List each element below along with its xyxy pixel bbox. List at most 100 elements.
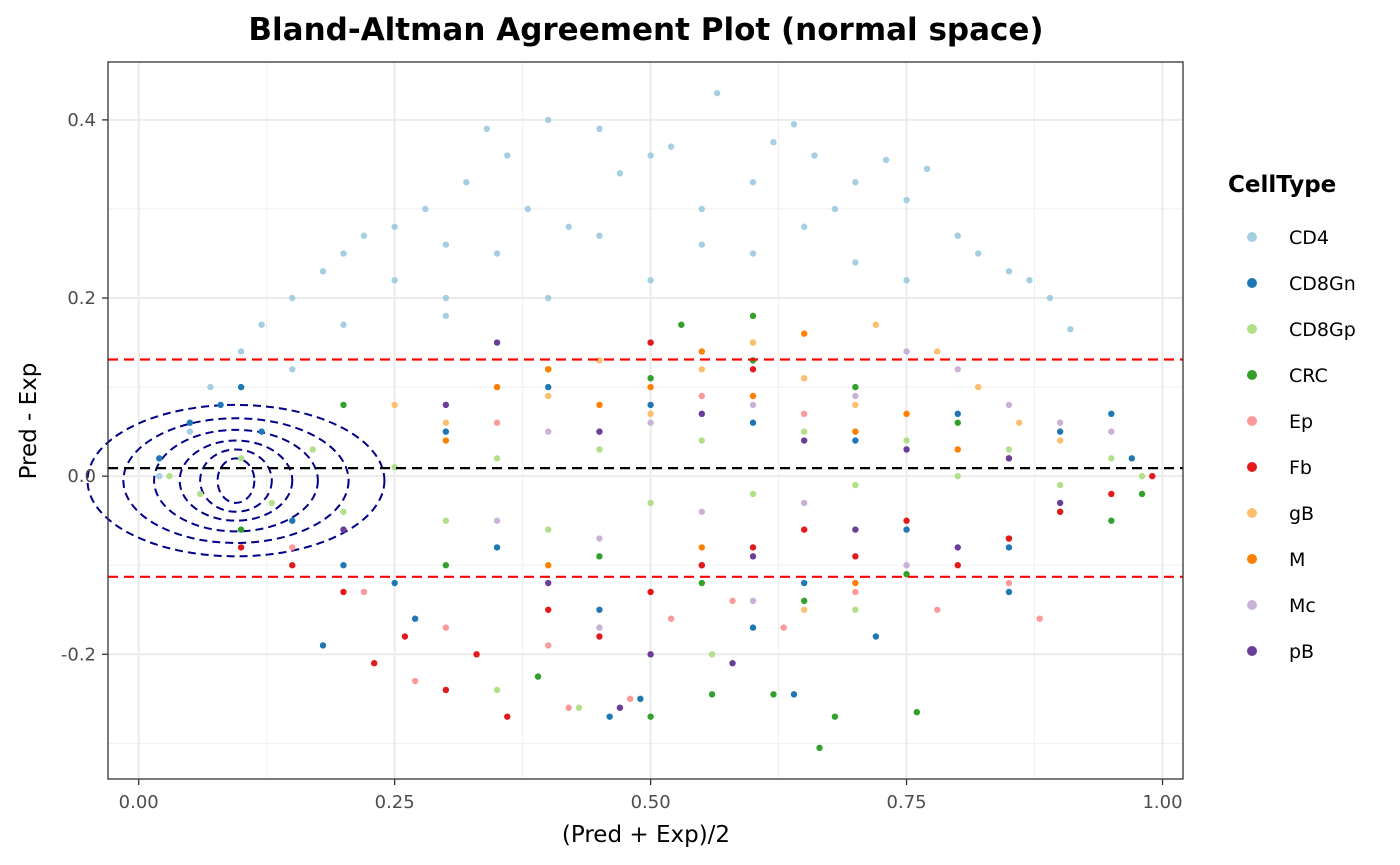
data-point [852, 437, 859, 444]
data-point [729, 660, 736, 667]
data-point [473, 651, 480, 658]
data-point [596, 401, 603, 409]
data-point [596, 446, 603, 453]
legend-swatch [1247, 508, 1257, 518]
data-point [698, 508, 706, 515]
data-point [1056, 428, 1064, 435]
data-point [1056, 499, 1064, 507]
legend-item: gB [1247, 503, 1314, 525]
data-point [852, 588, 859, 596]
series-pb [340, 339, 1064, 711]
data-point [391, 223, 398, 230]
legend-swatch [1247, 646, 1257, 656]
data-point [831, 205, 839, 213]
chart-title: Bland-Altman Agreement Plot (normal spac… [248, 12, 1043, 48]
legend-label: Fb [1289, 457, 1312, 479]
data-point [708, 651, 716, 658]
data-point [1056, 437, 1064, 444]
legend-label: CD4 [1289, 227, 1329, 249]
data-point [391, 579, 398, 587]
data-point [698, 437, 706, 444]
density-contour [122, 417, 350, 544]
data-point [647, 401, 654, 409]
data-point [647, 713, 654, 720]
data-point [749, 624, 757, 631]
data-point [954, 419, 961, 426]
legend-label: CD8Gn [1289, 273, 1356, 295]
data-point [1149, 472, 1156, 480]
data-point [545, 606, 552, 613]
axes: 0.00 0.25 0.50 0.75 1.00 -0.2 0.0 0.2 0.4 [61, 110, 1183, 813]
data-point [545, 526, 552, 533]
data-point [596, 232, 603, 239]
data-point [852, 259, 859, 266]
data-point [882, 156, 890, 164]
data-point [237, 455, 245, 462]
legend-item: CD8Gp [1247, 319, 1356, 341]
data-point [1056, 481, 1064, 489]
data-point [770, 691, 777, 698]
data-point [729, 597, 736, 605]
data-point [1005, 401, 1013, 409]
data-point [903, 410, 910, 418]
data-point [422, 205, 429, 213]
data-point [565, 704, 572, 711]
data-point [934, 606, 941, 613]
data-point [391, 401, 398, 409]
data-point [1015, 419, 1023, 426]
data-point [954, 366, 961, 373]
data-point [923, 165, 931, 173]
data-point [545, 562, 552, 569]
data-point [596, 428, 603, 435]
legend-label: M [1289, 549, 1305, 571]
data-point [749, 312, 757, 320]
data-point [749, 179, 757, 186]
data-point [442, 437, 450, 444]
data-point [1005, 446, 1013, 453]
legend-item: Mc [1247, 595, 1316, 617]
data-point [340, 508, 347, 515]
data-point [289, 562, 296, 569]
data-point [545, 642, 552, 649]
series-gb [391, 321, 1064, 658]
legend-label: CRC [1289, 365, 1328, 387]
data-point [647, 651, 654, 658]
data-point [1005, 544, 1013, 551]
data-point [493, 455, 501, 462]
data-point [800, 437, 808, 444]
data-point [596, 624, 603, 631]
data-point [749, 419, 757, 426]
density-contour [199, 448, 273, 513]
series-mc [493, 348, 1115, 631]
series-fb [237, 339, 1156, 720]
density-contours [86, 403, 386, 558]
data-point [903, 562, 910, 569]
data-points [155, 89, 1156, 752]
data-point [852, 481, 859, 489]
data-point [442, 562, 450, 569]
data-point [493, 544, 501, 551]
x-tick-label: 1.00 [1142, 792, 1182, 813]
data-point [370, 660, 378, 667]
data-point [1005, 455, 1013, 462]
x-tick-label: 0.75 [887, 792, 927, 813]
data-point [800, 579, 808, 587]
legend-label: CD8Gp [1289, 319, 1356, 341]
data-point [596, 553, 603, 560]
data-point [903, 348, 910, 355]
y-tick-label: 0.0 [67, 466, 96, 487]
data-point [155, 472, 163, 480]
reference-lines [108, 358, 1183, 578]
data-point [340, 588, 347, 596]
data-point [749, 553, 757, 560]
legend-label: Ep [1289, 411, 1313, 433]
data-point [217, 401, 224, 409]
data-point [411, 615, 419, 622]
data-point [852, 428, 859, 435]
data-point [442, 401, 450, 409]
data-point [749, 339, 757, 346]
legend-item: M [1247, 549, 1305, 571]
data-point [698, 579, 706, 587]
data-point [647, 419, 654, 426]
